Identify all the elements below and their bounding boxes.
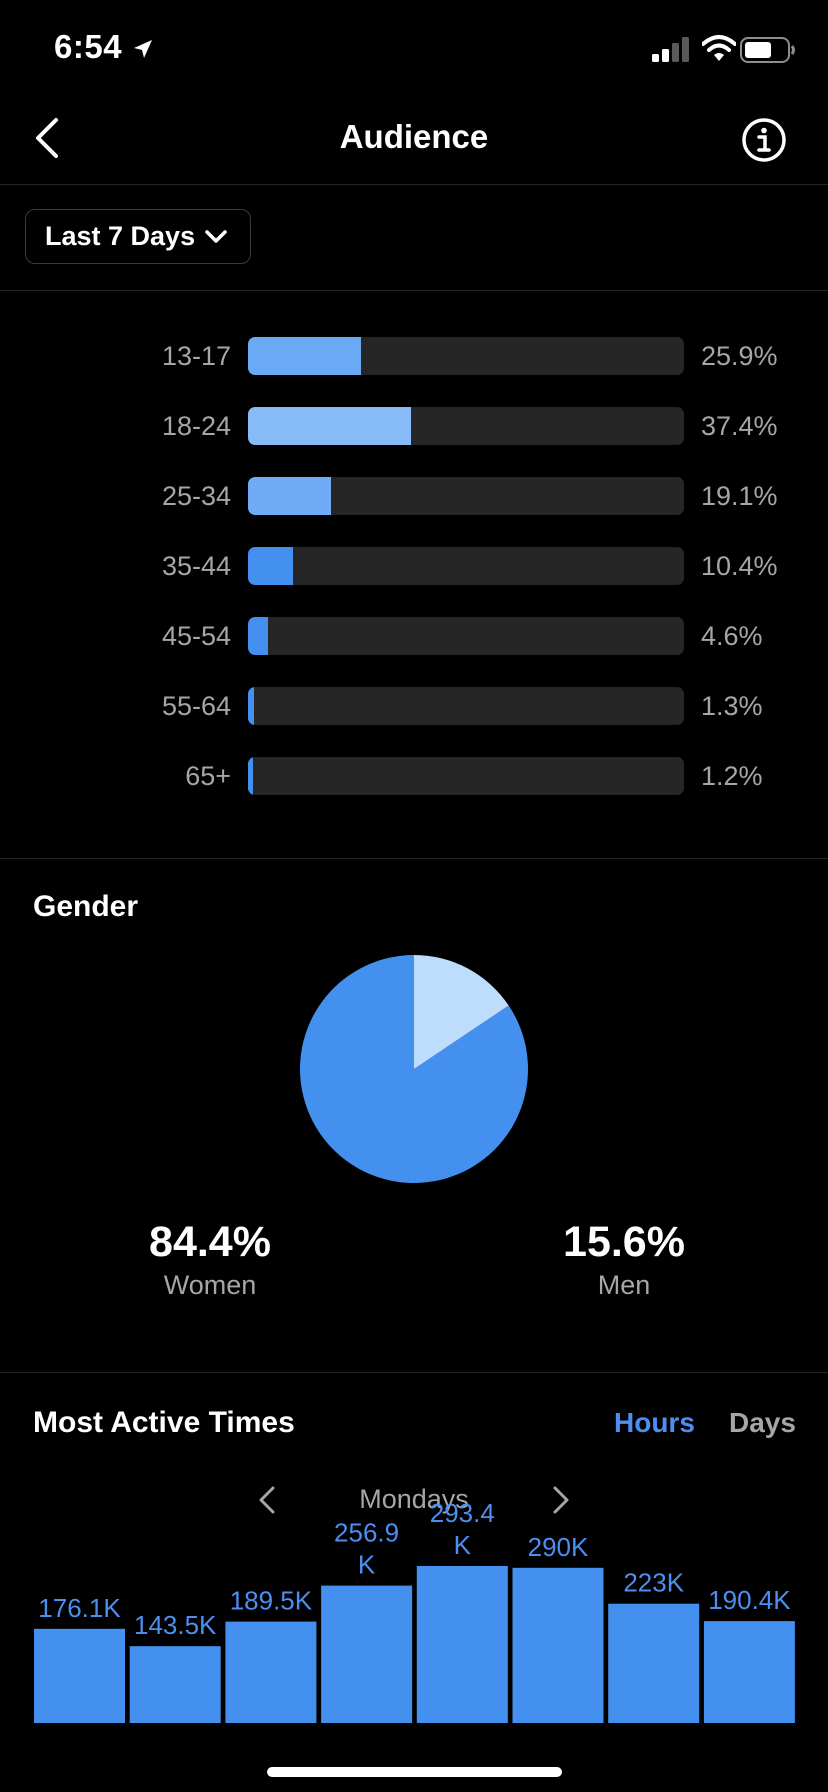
- filter-divider: [0, 290, 828, 291]
- chevron-left-icon[interactable]: [256, 1484, 278, 1516]
- age-bar-fill: [248, 757, 254, 795]
- women-label: Women: [163, 1270, 257, 1300]
- nav-divider: [0, 184, 828, 185]
- pie-slice-men: [414, 955, 509, 1069]
- age-row: 13-17 25.9%: [0, 337, 828, 375]
- age-percent: 1.3%: [701, 691, 763, 721]
- hour-bar-value-label: 223K: [623, 1568, 684, 1598]
- location-arrow-icon: [134, 40, 152, 58]
- cellular-signal-icon: [652, 37, 689, 62]
- age-row: 35-44 10.4%: [0, 547, 828, 585]
- date-range-label: Last 7 Days: [45, 221, 196, 251]
- age-range-label: 13-17: [161, 341, 231, 371]
- age-range-label: 45-54: [161, 621, 231, 651]
- section-divider: [0, 858, 828, 859]
- age-percent: 25.9%: [701, 341, 778, 371]
- battery-icon: [740, 37, 795, 63]
- age-bar-fill: [248, 337, 361, 375]
- date-range-dropdown[interactable]: Last 7 Days: [25, 209, 251, 264]
- age-percent: 4.6%: [701, 621, 763, 651]
- age-range-label: 65+: [185, 761, 231, 791]
- age-bar-fill: [248, 617, 269, 655]
- hour-bar-value-label: 190.4K: [708, 1585, 791, 1615]
- gender-pie-chart: [300, 955, 528, 1183]
- status-time: 6:54: [54, 28, 123, 65]
- hour-bar-value-label: 143.5K: [134, 1610, 217, 1640]
- age-bar-track: [248, 757, 684, 795]
- age-range-label: 18-24: [161, 411, 231, 441]
- age-bar-track: [248, 337, 684, 375]
- age-percent: 1.2%: [701, 761, 763, 791]
- hour-bar: [703, 1621, 795, 1723]
- age-bar-fill: [248, 477, 332, 515]
- hour-bar: [608, 1603, 700, 1723]
- hour-bar: [321, 1585, 413, 1723]
- hour-bar: [129, 1646, 221, 1723]
- age-row: 55-64 1.3%: [0, 687, 828, 725]
- age-bar-track: [248, 477, 684, 515]
- hour-bar-value-label: K: [358, 1550, 376, 1580]
- age-percent: 19.1%: [701, 481, 778, 511]
- age-row: 65+ 1.2%: [0, 757, 828, 795]
- age-bar-fill: [248, 547, 294, 585]
- men-label: Men: [597, 1270, 651, 1300]
- wifi-icon: [702, 35, 736, 61]
- men-percent: 15.6%: [563, 1218, 685, 1266]
- chevron-down-icon: [205, 229, 227, 243]
- info-icon[interactable]: [740, 116, 788, 164]
- hour-bar: [416, 1566, 508, 1723]
- home-indicator: [267, 1767, 562, 1777]
- age-bar-track: [248, 407, 684, 445]
- age-percent: 37.4%: [701, 411, 778, 441]
- hour-bar-value-label: 290K: [528, 1532, 589, 1562]
- selected-day-label: Mondays: [359, 1484, 469, 1514]
- age-bar-fill: [248, 407, 412, 445]
- age-bar-fill: [248, 687, 254, 725]
- hour-bar-value-label: 256.9: [334, 1518, 399, 1548]
- back-button[interactable]: [30, 114, 64, 162]
- age-bar-track: [248, 617, 684, 655]
- age-row: 25-34 19.1%: [0, 477, 828, 515]
- tab-days[interactable]: Days: [729, 1407, 796, 1438]
- age-row: 18-24 37.4%: [0, 407, 828, 445]
- page-title: Audience: [339, 118, 489, 155]
- age-bar-track: [248, 687, 684, 725]
- hour-bar-value-label: 176.1K: [38, 1593, 121, 1623]
- hour-bar: [512, 1567, 604, 1723]
- gender-heading: Gender: [33, 890, 139, 923]
- hour-bar-value-label: K: [454, 1530, 472, 1560]
- age-percent: 10.4%: [701, 551, 778, 581]
- hour-bar: [34, 1628, 125, 1723]
- age-range-label: 55-64: [161, 691, 231, 721]
- age-range-label: 25-34: [161, 481, 231, 511]
- women-percent: 84.4%: [149, 1218, 271, 1266]
- tab-hours[interactable]: Hours: [614, 1407, 695, 1438]
- age-row: 45-54 4.6%: [0, 617, 828, 655]
- age-bar-track: [248, 547, 684, 585]
- hour-bar-value-label: 189.5K: [230, 1586, 313, 1616]
- hour-bar: [225, 1621, 317, 1723]
- section-divider: [0, 1372, 828, 1373]
- age-range-label: 35-44: [161, 551, 231, 581]
- most-active-times-heading: Most Active Times: [33, 1406, 295, 1439]
- chevron-right-icon[interactable]: [550, 1484, 572, 1516]
